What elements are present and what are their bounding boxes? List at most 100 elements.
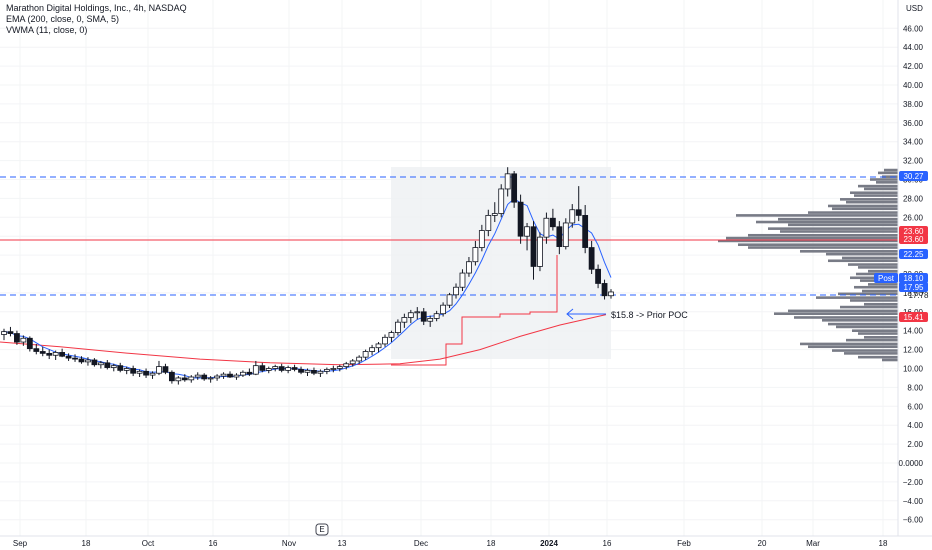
x-tick-label: 2024: [540, 539, 558, 548]
x-tick-label: Nov: [282, 539, 296, 548]
candle-body: [52, 352, 59, 356]
candle-body: [588, 247, 595, 270]
candle-body: [110, 365, 117, 368]
volume-profile-bar: [838, 292, 898, 296]
time-axis[interactable]: Sep 18 Oct 16 Nov 13 Dec 18 2024 16 Feb 20 Mar 18: [13, 539, 888, 548]
candle-body: [517, 201, 524, 237]
candle-body: [388, 332, 395, 338]
x-tick-label: 13: [338, 539, 347, 548]
candle-body: [485, 215, 492, 231]
y-tick-label: 44.00: [903, 43, 924, 52]
volume-profile-bar: [756, 220, 898, 224]
candle-body: [498, 188, 505, 214]
price-tag: 15.41: [899, 312, 928, 322]
volume-profile-bar: [736, 214, 898, 217]
x-tick-label: Feb: [677, 539, 691, 548]
prior-poc-arrow: [566, 308, 606, 320]
volume-profile-bar: [850, 191, 898, 195]
volume-profile-bar: [840, 198, 898, 201]
candle-body: [136, 370, 143, 374]
candle-body: [220, 373, 227, 377]
candle-body: [420, 311, 427, 322]
volume-profile-bar: [844, 352, 898, 355]
candle-body: [369, 347, 375, 352]
volume-profile-bar: [808, 211, 898, 214]
volume-profile-bar: [800, 342, 898, 346]
x-tick-label: 18: [879, 539, 888, 548]
candle-body: [162, 366, 169, 373]
volume-profile-bar: [876, 181, 898, 184]
volume-profile: [718, 168, 898, 362]
x-tick-label: 16: [603, 539, 612, 548]
y-tick-label: 36.00: [903, 119, 924, 128]
volume-profile-bar: [738, 243, 898, 247]
candle-body: [246, 371, 253, 375]
y-tick-label: 28.00: [903, 194, 924, 203]
candle-body: [530, 226, 537, 267]
candle-body: [65, 355, 72, 359]
currency-label[interactable]: USD: [906, 4, 923, 13]
x-tick-label: 20: [758, 539, 767, 548]
candle-body: [181, 377, 188, 381]
candles: [1, 167, 614, 385]
legend-vwma[interactable]: VWMA (11, close, 0): [6, 25, 88, 35]
candle-body: [311, 369, 317, 374]
candle-body: [543, 217, 550, 238]
candle-body: [472, 247, 479, 263]
prior-poc-annotation: $15.8 -> Prior POC: [611, 310, 688, 320]
price-tag: 30.27: [899, 171, 928, 181]
svg-text:30.27: 30.27: [903, 172, 924, 181]
ema-200-line: [0, 314, 607, 366]
y-tick-label: 34.00: [903, 138, 924, 147]
candle-body: [97, 362, 104, 366]
candle-body: [168, 371, 175, 382]
candle-body: [556, 226, 563, 247]
candle-body: [343, 363, 350, 368]
y-tick-label: 4.00: [907, 421, 923, 430]
volume-profile-bar: [828, 204, 898, 208]
volume-profile-bar: [748, 246, 898, 249]
volume-profile-bar: [848, 263, 898, 266]
x-tick-label: 18: [487, 539, 496, 548]
candle-body: [446, 294, 453, 306]
candle-body: [459, 272, 466, 288]
candle-body: [466, 261, 472, 274]
candle-body: [478, 230, 485, 248]
price-tag: 18.10: [899, 273, 928, 283]
candle-body: [582, 215, 589, 248]
candle-body: [59, 352, 66, 357]
legend-ema[interactable]: EMA (200, close, 0, SMA, 5): [6, 14, 120, 24]
candle-body: [227, 373, 233, 378]
candle-body: [72, 357, 78, 360]
candle-body: [143, 370, 149, 376]
y-tick-label: 26.00: [903, 213, 924, 222]
y-tick-label: 10.00: [903, 365, 924, 374]
y-tick-label: 46.00: [903, 24, 924, 33]
anchored-vwap-step: [391, 255, 558, 366]
candle-body: [39, 351, 46, 354]
volume-profile-bar: [868, 283, 898, 286]
candle-body: [278, 366, 285, 371]
volume-profile-bar: [870, 178, 898, 181]
volume-profile-bar: [882, 358, 898, 362]
volume-profile-bar: [840, 305, 898, 309]
candle-body: [362, 351, 369, 358]
volume-profile-bar: [862, 289, 898, 293]
candle-body: [188, 376, 195, 381]
candle-body: [414, 311, 421, 314]
candle-body: [382, 336, 388, 345]
earnings-marker[interactable]: E: [315, 523, 329, 536]
candle-body: [356, 356, 363, 362]
svg-text:23.60: 23.60: [903, 235, 924, 244]
chart-legend: Marathon Digital Holdings, Inc., 4h, NAS…: [6, 3, 187, 36]
candle-body: [537, 236, 543, 267]
candle-body: [575, 209, 582, 216]
candle-body: [130, 368, 137, 374]
y-tick-label: 40.00: [903, 81, 924, 90]
volume-profile-bar: [800, 250, 898, 253]
price-tag: 17.95: [899, 282, 928, 292]
legend-symbol-title[interactable]: Marathon Digital Holdings, Inc., 4h, NAS…: [6, 3, 187, 13]
candle-body: [104, 362, 111, 368]
